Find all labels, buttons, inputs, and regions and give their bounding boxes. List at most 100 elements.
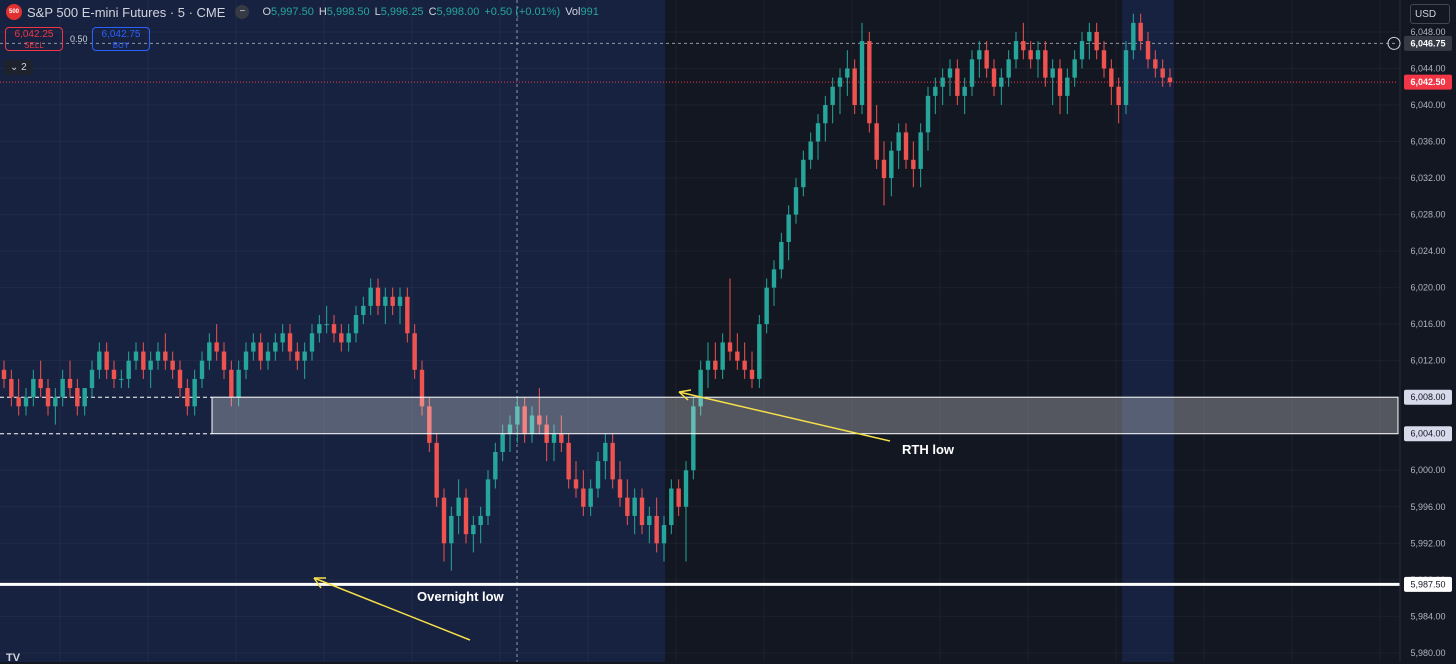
open-value: 5,997.50 xyxy=(271,6,314,18)
candle-body xyxy=(89,369,95,389)
candle-body xyxy=(969,59,975,87)
candle-body xyxy=(918,132,923,169)
candle-body xyxy=(75,388,80,407)
candle-body xyxy=(368,287,373,306)
price-tick-label: 6,032.00 xyxy=(1410,173,1445,183)
candle-body xyxy=(199,360,205,379)
price-tick-label: 6,012.00 xyxy=(1410,356,1445,366)
demand-zone-rectangle[interactable] xyxy=(211,396,1399,435)
close-value: 5,998.00 xyxy=(436,6,480,18)
candle-body xyxy=(251,342,256,352)
currency-selector[interactable]: USD xyxy=(1410,4,1450,24)
symbol-header: 500 S&P 500 E-mini Futures · 5 · CME − O… xyxy=(0,0,599,24)
last-price-badge: 6,042.50 xyxy=(1404,74,1452,90)
candle-body xyxy=(258,342,263,361)
candle-body xyxy=(867,41,872,124)
candle-body xyxy=(1116,86,1121,106)
candle-body xyxy=(177,369,183,389)
tradingview-logo[interactable]: TV xyxy=(6,652,21,664)
price-tick-label: 6,000.00 xyxy=(1410,465,1445,475)
candle-body xyxy=(324,324,329,326)
price-tick-label: 5,980.00 xyxy=(1410,648,1445,658)
candle-body xyxy=(1087,31,1092,42)
candle-body xyxy=(852,68,857,106)
open-label: O xyxy=(262,6,271,18)
candle-body xyxy=(493,451,498,480)
crosshair-price-badge: 6,046.75 xyxy=(1387,35,1452,51)
candle-body xyxy=(170,360,175,370)
zone-bottom-badge: 6,004.00 xyxy=(1404,426,1452,442)
candle-body xyxy=(449,515,454,544)
candle-body xyxy=(412,333,417,370)
candle-body xyxy=(1,369,7,379)
low-value: 5,996.25 xyxy=(380,6,424,18)
candle-body xyxy=(727,342,733,352)
candle-body xyxy=(192,378,197,407)
symbol-title[interactable]: S&P 500 E-mini Futures · 5 · CME xyxy=(27,4,226,20)
candle-body xyxy=(559,433,564,443)
candle-body xyxy=(53,397,58,407)
candle-body xyxy=(339,333,344,343)
candle-body xyxy=(16,397,21,407)
candle-body xyxy=(669,488,674,526)
candle-body xyxy=(119,378,124,380)
candle-body xyxy=(1043,50,1048,78)
candle-body xyxy=(903,132,909,160)
plus-icon[interactable] xyxy=(1387,36,1401,50)
candle-body xyxy=(1101,50,1107,69)
candle-body xyxy=(1145,41,1151,60)
candle-body xyxy=(456,497,461,516)
candle-body xyxy=(925,95,931,133)
price-tick-label: 6,036.00 xyxy=(1410,137,1445,147)
candle-body xyxy=(793,187,799,215)
candle-body xyxy=(515,406,520,425)
candle-body xyxy=(463,497,469,535)
candle-body xyxy=(390,296,395,306)
indicators-toggle[interactable]: ⌄ 2 xyxy=(4,60,33,75)
rth-low-arrowhead xyxy=(678,389,692,401)
candle-body xyxy=(683,470,689,507)
candle-body xyxy=(236,369,241,398)
candle-body xyxy=(1013,41,1019,60)
candle-body xyxy=(698,369,703,407)
candle-body xyxy=(911,159,916,169)
candle-body xyxy=(610,442,615,480)
candle-body xyxy=(60,378,65,398)
candle-body xyxy=(507,424,513,434)
candle-body xyxy=(471,525,476,535)
buy-button[interactable]: 6,042.75 BUY xyxy=(92,27,150,51)
candle-body xyxy=(573,479,579,489)
candle-body xyxy=(1094,31,1099,51)
candle-body xyxy=(375,287,381,306)
candle-body xyxy=(815,123,821,142)
minus-icon[interactable]: − xyxy=(235,5,250,19)
candle-body xyxy=(933,86,938,96)
overnight-low-label: Overnight low xyxy=(417,589,505,604)
buy-price: 6,042.75 xyxy=(101,29,141,40)
candle-body xyxy=(889,150,894,179)
spread-value: 0.50 xyxy=(70,34,88,44)
candle-body xyxy=(977,50,982,60)
overnight-low-arrowhead xyxy=(313,577,326,589)
candle-body xyxy=(229,369,234,398)
candle-body xyxy=(639,497,645,526)
candle-body xyxy=(823,105,828,124)
zone-top-price-text: 6,008.00 xyxy=(1410,392,1445,402)
candle-body xyxy=(749,369,755,379)
price-tick-label: 6,048.00 xyxy=(1410,27,1445,37)
candle-body xyxy=(317,324,322,334)
high-value: 5,998.50 xyxy=(326,6,370,18)
candle-body xyxy=(97,351,102,370)
price-tick-label: 6,028.00 xyxy=(1410,210,1445,220)
candle-body xyxy=(771,269,777,288)
candle-body xyxy=(1065,77,1070,96)
close-label: C xyxy=(428,6,437,18)
rth-low-arrow[interactable] xyxy=(678,391,891,442)
sell-button[interactable]: 6,042.25 SELL xyxy=(5,27,63,51)
candle-body xyxy=(207,342,212,361)
overnight-low-arrow[interactable] xyxy=(313,577,471,641)
candle-body xyxy=(163,351,168,361)
candle-body xyxy=(1021,41,1026,51)
